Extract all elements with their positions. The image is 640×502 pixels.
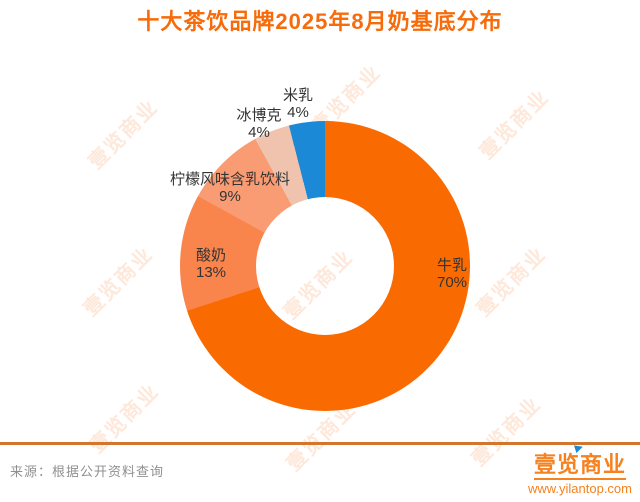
brand-logo: 壹览商业 www.yilantop.com [527, 442, 632, 496]
footer-divider [0, 442, 640, 445]
brand-url: www.yilantop.com [527, 481, 632, 496]
segment-name: 牛乳 [436, 257, 467, 274]
watermark: 壹览商业 [472, 242, 551, 321]
segment-percent: 70% [436, 274, 468, 291]
watermark: 壹览商业 [279, 245, 358, 324]
brand-name: 壹览商业 [533, 452, 626, 480]
segment-percent: 9% [219, 188, 241, 205]
watermark: 壹览商业 [79, 242, 158, 321]
segment-name: 酸奶 [195, 247, 226, 264]
segment-name: 冰博克 [236, 107, 282, 124]
segment-percent: 4% [287, 104, 309, 121]
segment-label-milk: 牛乳 70% [437, 257, 467, 291]
watermark: 壹览商业 [475, 85, 554, 164]
segment-percent: 4% [248, 124, 270, 141]
watermark: 壹览商业 [84, 95, 163, 174]
source-note: 来源：根据公开资料查询 [10, 464, 165, 479]
segment-label-rice-milk: 米乳 4% [283, 87, 313, 121]
chart-title: 十大茶饮品牌2025年8月奶基底分布 [137, 9, 503, 34]
watermark: 壹览商业 [85, 379, 164, 458]
segment-label-yogurt: 酸奶 13% [196, 247, 226, 281]
segment-label-lemon-milk-drink: 柠檬风味含乳饮料 9% [170, 171, 290, 205]
segment-percent: 13% [195, 264, 227, 281]
donut-hole: 壹览商业 [256, 197, 394, 335]
segment-name: 米乳 [282, 87, 314, 104]
segment-name: 柠檬风味含乳饮料 [169, 171, 291, 188]
segment-label-eisbock: 冰博克 4% [236, 107, 281, 141]
